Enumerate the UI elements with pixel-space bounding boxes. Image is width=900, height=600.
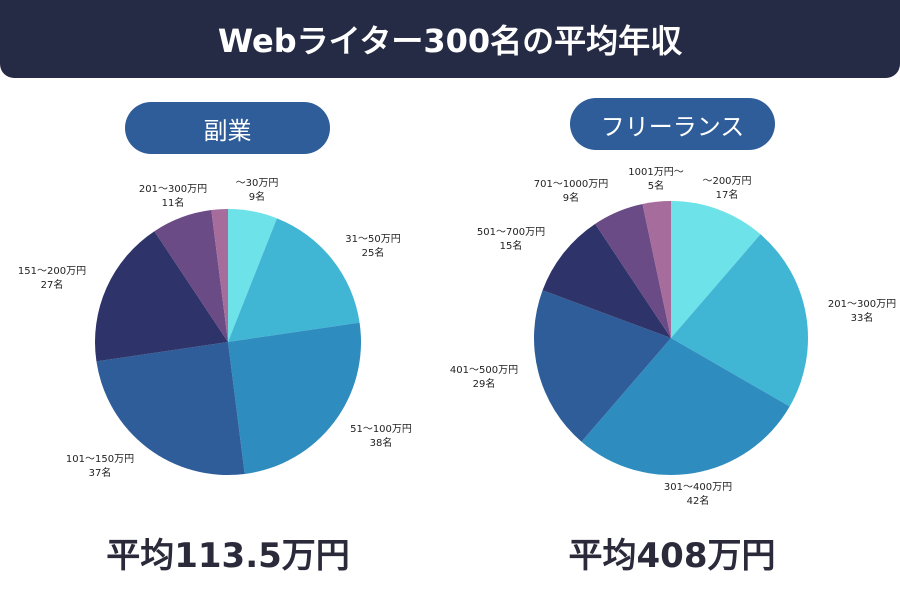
pie-slice — [595, 203, 671, 338]
slice-label: 31〜50万円 25名 — [345, 234, 401, 259]
pie-slice — [95, 231, 229, 362]
freelance-heading: フリーランス — [570, 98, 775, 150]
pie-slice — [642, 201, 671, 338]
pie-slice — [671, 201, 761, 338]
pie-slice — [228, 209, 277, 342]
slice-label: 〜30万円 9名 — [235, 178, 279, 203]
slice-label: 201〜300万円 33名 — [827, 299, 897, 324]
pie-slice — [581, 338, 790, 476]
slice-label: 501〜700万円 15名 — [476, 227, 546, 252]
pie-slice — [96, 342, 245, 475]
slice-label: 1001万円〜 5名 — [628, 167, 684, 192]
pie-slice — [228, 218, 360, 342]
pie-slice — [211, 209, 228, 342]
slice-label: 701〜1000万円 9名 — [533, 179, 609, 204]
slice-label: 201〜300万円 11名 — [138, 184, 208, 209]
pie-slice — [671, 234, 809, 407]
pie-slice — [534, 290, 671, 442]
pie-slice — [154, 210, 228, 342]
slice-label: 101〜150万円 37名 — [65, 454, 135, 479]
slice-label: 〜200万円 17名 — [702, 176, 752, 201]
freelance-average: 平均408万円 — [568, 536, 776, 576]
title-bar: Webライター300名の平均年収 — [0, 0, 900, 78]
slice-label: 151〜200万円 27名 — [17, 266, 87, 291]
slice-label: 401〜500万円 29名 — [449, 365, 519, 390]
pie-slice — [228, 322, 361, 474]
side-job-heading: 副業 — [125, 102, 330, 154]
slice-label: 301〜400万円 42名 — [663, 482, 733, 507]
page-title: Webライター300名の平均年収 — [217, 22, 683, 60]
pie-slice — [542, 223, 671, 338]
side-job-average: 平均113.5万円 — [106, 536, 350, 576]
slice-label: 51〜100万円 38名 — [350, 424, 412, 449]
